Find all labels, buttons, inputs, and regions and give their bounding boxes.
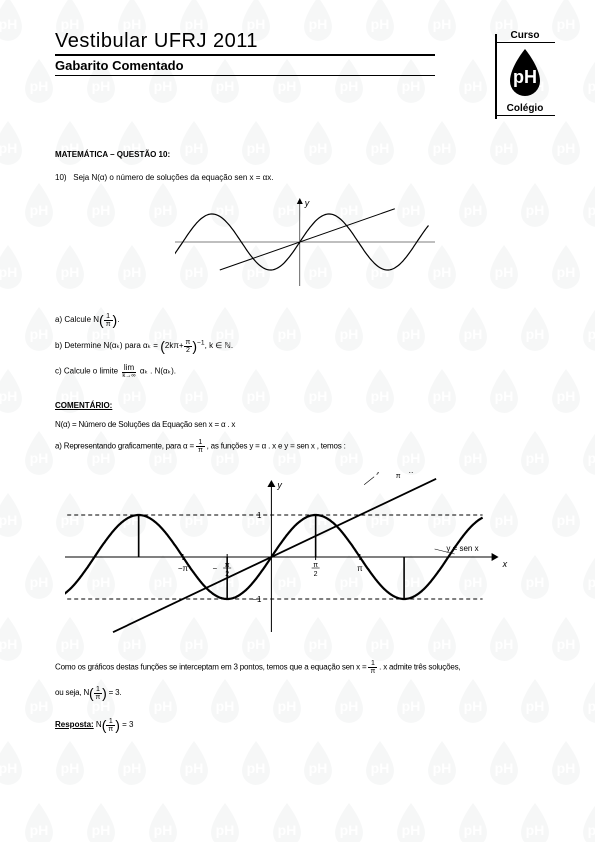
svg-text:· x: · x [404,472,413,475]
lim: lim [122,364,135,373]
resposta: Resposta: N(1π) = 3 [55,717,555,733]
svg-text:y: y [304,198,310,208]
comentario-line1: N(α) = Número de Soluções da Equação sen… [55,420,555,429]
page-subtitle: Gabarito Comentado [55,58,435,76]
logo-text: pH [504,67,546,88]
text: = 3 [120,720,134,729]
frac-d: π [196,447,205,454]
comentario-label: COMENTÁRIO: [55,401,112,410]
comentario-line2: a) Representando graficamente, para α = … [55,439,555,454]
text: ou seja, N [55,688,89,697]
svg-text:pH: pH [340,822,359,838]
svg-text:π: π [357,564,363,573]
conclusion-line2: ou seja, N(1π) = 3. [55,685,555,701]
svg-text:pH: pH [92,822,111,838]
svg-text:pH: pH [526,822,545,838]
svg-text:2: 2 [314,571,318,578]
frac-n: 1 [106,718,115,726]
item-c-tail: αₖ . N(αₖ). [140,367,176,376]
frac-n: 1 [368,660,377,668]
frac-d: π [94,694,103,701]
svg-text:pH: pH [402,822,421,838]
item-c: c) Calcule o limite lim k→∞ αₖ . N(αₖ). [55,364,555,379]
text: , as funções y = α . x e y = sen x , tem… [205,442,346,451]
resposta-label: Resposta: [55,720,94,729]
figure-2: −π− π 2 π 2π 1 −1 x y y = 1 π · x y = se… [55,472,555,642]
svg-text:y =: y = [376,472,387,475]
exp: −1 [197,339,205,346]
question-line: 10) Seja N(α) o número de soluções da eq… [55,173,555,182]
svg-text:pH: pH [464,822,483,838]
svg-text:π: π [396,473,401,480]
logo-drop-icon: pH [504,47,546,99]
svg-text:x: x [502,559,508,569]
item-b-text: b) Determine N(αₖ) para αₖ = [55,341,158,350]
page: Vestibular UFRJ 2011 Gabarito Comentado … [0,0,595,763]
frac-d: π [104,321,113,328]
item-a: a) Calcule N(1π). [55,312,555,328]
svg-text:y = sen x: y = sen x [446,544,478,553]
question-number: 10) [55,173,67,182]
frac-n: 1 [196,439,205,447]
svg-text:pH: pH [30,822,49,838]
frac-d: π [106,726,115,733]
section-label: MATEMÁTICA – QUESTÃO 10: [55,150,555,159]
lim-sub: k→∞ [122,373,135,379]
svg-text:pH: pH [278,822,297,838]
svg-text:pH: pH [216,822,235,838]
item-a-text: a) Calcule N [55,315,99,324]
figure-1: x y [55,192,555,294]
svg-text:pH: pH [588,822,595,838]
page-title: Vestibular UFRJ 2011 [55,30,435,56]
svg-text:−π: −π [178,564,189,573]
question-text: Seja N(α) o número de soluções da equaçã… [73,173,273,182]
text: = 3. [107,688,122,697]
frac-n: 1 [104,313,113,321]
svg-text:1: 1 [257,511,262,520]
svg-text:pH: pH [154,822,173,838]
logo-area: Curso pH Colégio [495,30,555,116]
svg-text:y: y [276,480,282,490]
frac-n: 1 [94,686,103,694]
header: Vestibular UFRJ 2011 Gabarito Comentado … [55,30,555,120]
colegio-label: Colégio [495,103,555,116]
item-b-tail: , k ∈ ℕ. [205,341,234,350]
text: Como os gráficos destas funções se inter… [55,663,368,672]
svg-text:−1: −1 [252,595,262,604]
text: N [94,720,102,729]
text: a) Representando graficamente, para α = [55,442,196,451]
frac-d: π [368,668,377,675]
svg-text:2: 2 [225,571,229,578]
text: . x admite três soluções, [377,663,460,672]
svg-text:−: − [212,564,217,573]
item-b-inner: 2kπ+ [165,341,184,350]
curso-label: Curso [495,30,555,43]
item-c-text: c) Calcule o limite [55,367,118,376]
item-b: b) Determine N(αₖ) para αₖ = (2kπ+π2)−1,… [55,338,555,354]
conclusion-line1: Como os gráficos destas funções se inter… [55,660,555,675]
